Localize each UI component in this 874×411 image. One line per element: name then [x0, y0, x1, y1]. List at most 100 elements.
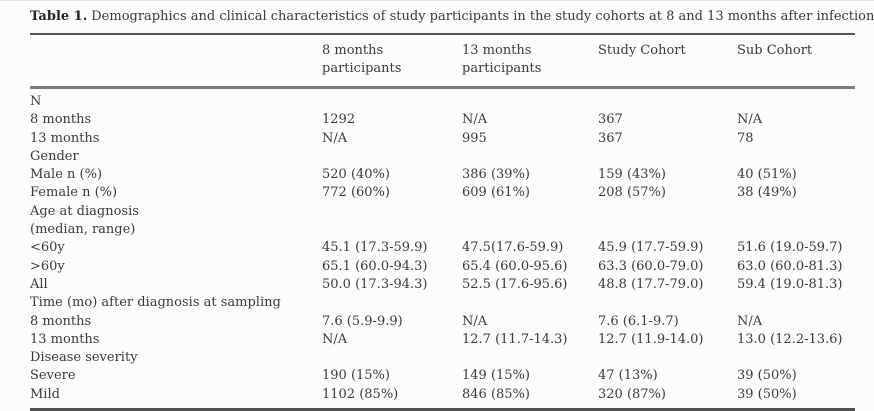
table-row: Female n (%) 772 (60%) 609 (61%) 208 (57%) 3…: [30, 184, 855, 202]
data-cell: 40 (51%): [737, 167, 797, 183]
row-label: 8 months: [30, 112, 92, 128]
data-cell: 38 (49%): [737, 185, 797, 201]
row-label: Male n (%): [30, 167, 103, 183]
table-caption-text: Demographics and clinical characteristic…: [91, 9, 874, 24]
data-cell: 65.1 (60.0-94.3): [322, 258, 428, 274]
column-header: Study Cohort: [598, 34, 737, 89]
row-label: Severe: [30, 368, 76, 384]
data-cell: [322, 203, 462, 240]
section-row: Disease severity: [30, 349, 855, 367]
data-cell: 159 (43%): [598, 167, 666, 183]
data-cell: [462, 349, 598, 367]
row-label: Disease severity: [30, 350, 138, 366]
table-row: <60y 45.1 (17.3-59.9) 47.5(17.6-59.9) 45.9 …: [30, 239, 855, 257]
data-cell: 367: [598, 130, 623, 146]
section-row: Gender: [30, 148, 855, 166]
data-cell: N/A: [322, 130, 348, 146]
data-cell: [737, 349, 855, 367]
data-cell: 367: [598, 112, 623, 128]
column-header: 8 months participants: [322, 34, 462, 89]
row-label: 8 months: [30, 313, 92, 329]
data-cell: 63.3 (60.0-79.0): [598, 258, 704, 274]
data-cell: 78: [737, 130, 754, 146]
data-cell: [598, 349, 737, 367]
data-cell: 208 (57%): [598, 185, 666, 201]
data-cell: 47 (13%): [598, 368, 658, 384]
section-row: Age at diagnosis (median, range): [30, 203, 855, 240]
data-cell: [598, 148, 737, 166]
data-cell: 772 (60%): [322, 185, 390, 201]
data-cell: 846 (85%): [462, 386, 530, 402]
data-cell: [598, 294, 737, 312]
data-cell: [462, 148, 598, 166]
table-body: N 8 months 1292 N/A 367 N/A 13 months N/A 995 367…: [30, 88, 855, 410]
data-cell: [462, 203, 598, 240]
table-row: Mild 1102 (85%) 846 (85%) 320 (87%) 39 (50%): [30, 386, 855, 410]
data-cell: N/A: [737, 313, 763, 329]
table-row: Severe 190 (15%) 149 (15%) 47 (13%) 39 (50%): [30, 367, 855, 385]
data-cell: 65.4 (60.0-95.6): [462, 258, 568, 274]
table-caption-label: Table 1.: [30, 9, 88, 24]
table-row: 13 months N/A 995 367 78: [30, 130, 855, 148]
data-cell: 609 (61%): [462, 185, 530, 201]
demographics-table: 8 months participants 13 months participa…: [30, 33, 855, 411]
data-cell: [322, 349, 462, 367]
data-cell: N/A: [322, 331, 348, 347]
column-header-empty: [30, 34, 322, 89]
data-cell: [737, 294, 855, 312]
table-row: 8 months 1292 N/A 367 N/A: [30, 111, 855, 129]
column-header: Sub Cohort: [737, 34, 855, 89]
data-cell: 59.4 (19.0-81.3): [737, 276, 843, 292]
data-cell: [737, 148, 855, 166]
data-cell: 63.0 (60.0-81.3): [737, 258, 843, 274]
row-label: <60y: [30, 240, 65, 256]
table-row: 8 months 7.6 (5.9-9.9) N/A 7.6 (6.1-9.7) N/A: [30, 313, 855, 331]
data-cell: 45.1 (17.3-59.9): [322, 240, 428, 256]
data-cell: 149 (15%): [462, 368, 530, 384]
data-cell: 7.6 (5.9-9.9): [322, 313, 403, 329]
data-cell: 52.5 (17.6-95.6): [462, 276, 568, 292]
row-label: N: [30, 94, 42, 109]
data-cell: N/A: [737, 112, 763, 128]
data-cell: [737, 88, 855, 112]
table-header: 8 months participants 13 months participa…: [30, 34, 855, 89]
data-cell: [462, 88, 598, 112]
table-row: >60y 65.1 (60.0-94.3) 65.4 (60.0-95.6) 63.3…: [30, 258, 855, 276]
row-label: Female n (%): [30, 185, 118, 201]
data-cell: 51.6 (19.0-59.7): [737, 240, 843, 256]
data-cell: 12.7 (11.7-14.3): [462, 331, 568, 347]
data-cell: N/A: [462, 112, 488, 128]
data-cell: [598, 203, 737, 240]
table-caption: Table 1. Demographics and clinical charac…: [30, 8, 874, 26]
data-cell: [462, 294, 598, 312]
row-label: 13 months: [30, 331, 100, 347]
data-cell: 13.0 (12.2-13.6): [737, 331, 843, 347]
data-cell: [322, 148, 462, 166]
data-cell: 386 (39%): [462, 167, 530, 183]
data-cell: 45.9 (17.7-59.9): [598, 240, 704, 256]
data-cell: 320 (87%): [598, 386, 666, 402]
row-label: Mild: [30, 386, 60, 402]
data-cell: 39 (50%): [737, 368, 797, 384]
data-cell: 47.5(17.6-59.9): [462, 240, 564, 256]
data-cell: 190 (15%): [322, 368, 390, 384]
table-row: All 50.0 (17.3-94.3) 52.5 (17.6-95.6) 48.8 …: [30, 276, 855, 294]
section-row: N: [30, 88, 855, 112]
data-cell: 995: [462, 130, 487, 146]
data-cell: [737, 203, 855, 240]
row-label: >60y: [30, 258, 65, 274]
row-label: Time (mo) after diagnosis at sampling: [30, 295, 281, 311]
row-label: 13 months: [30, 130, 100, 146]
table-row: 13 months N/A 12.7 (11.7-14.3) 12.7 (11.9-1…: [30, 331, 855, 349]
data-cell: 48.8 (17.7-79.0): [598, 276, 704, 292]
data-cell: 520 (40%): [322, 167, 390, 183]
section-row: Time (mo) after diagnosis at sampling: [30, 294, 855, 312]
row-label: Gender: [30, 148, 79, 164]
data-cell: 39 (50%): [737, 386, 797, 402]
data-cell: N/A: [462, 313, 488, 329]
table-row: Male n (%) 520 (40%) 386 (39%) 159 (43%) 40 …: [30, 166, 855, 184]
data-cell: [598, 88, 737, 112]
row-label: Age at diagnosis (median, range): [30, 203, 139, 238]
table-header-row: 8 months participants 13 months participa…: [30, 34, 855, 89]
